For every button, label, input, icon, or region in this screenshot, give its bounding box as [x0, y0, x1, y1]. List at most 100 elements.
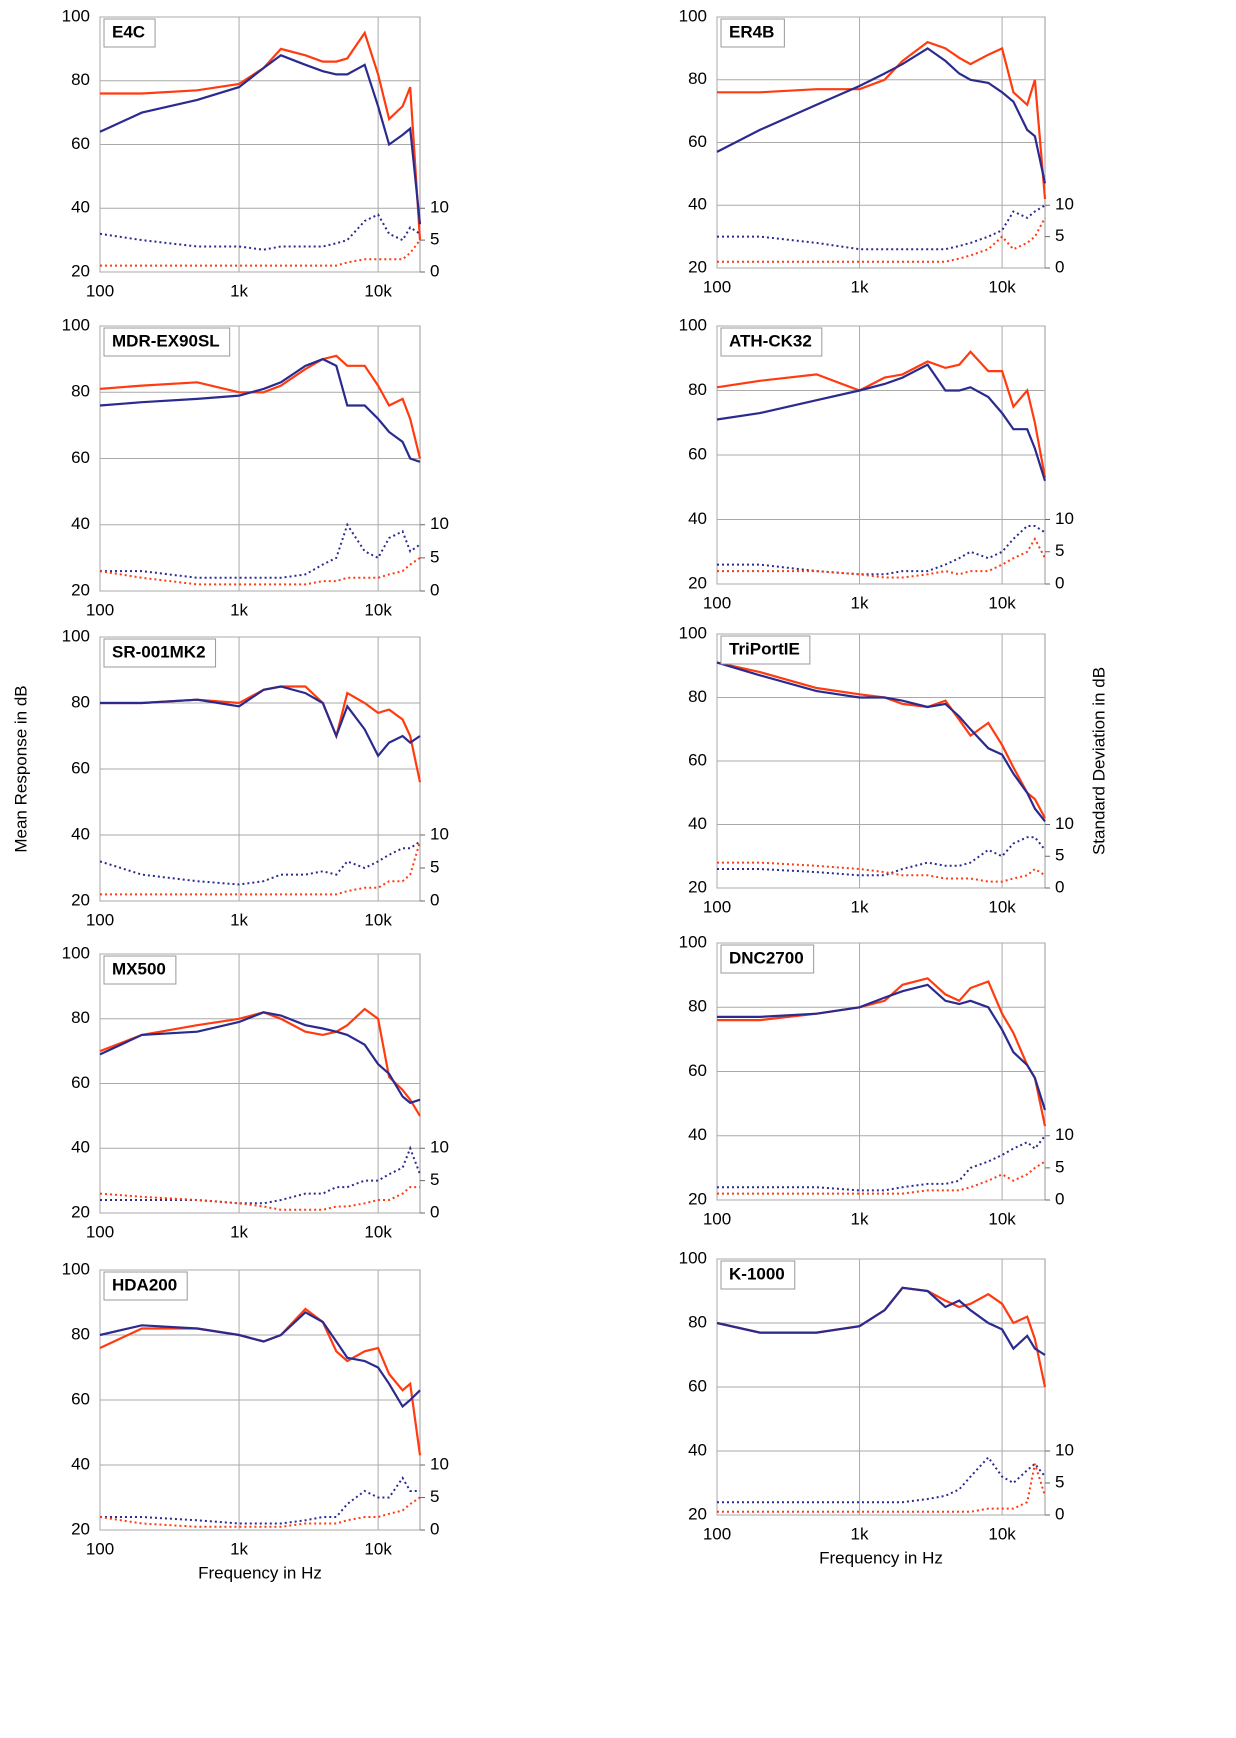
- series-line: [100, 239, 421, 267]
- y2-axis-label: Standard Deviation in dB: [1089, 667, 1108, 855]
- y-tick-label: 100: [62, 315, 90, 334]
- panel: 20 40 60 80 100 100 1k 10k 0 5 10 E4C: [62, 6, 449, 300]
- y-tick-label: 40: [71, 198, 90, 217]
- y-tick-label: 40: [688, 509, 707, 528]
- series-line: [99, 357, 421, 463]
- x-tick-label: 100: [86, 910, 114, 929]
- y-tick-label: 100: [62, 1259, 90, 1278]
- y-tick-label: 80: [688, 1312, 707, 1331]
- y2-tick-label: 10: [430, 1138, 449, 1157]
- y-tick-label: 80: [71, 1008, 90, 1027]
- title-box: [103, 18, 156, 48]
- y-tick-label: 20: [688, 877, 707, 896]
- x-tick-label: 1k: [230, 281, 248, 300]
- y2-tick-label: 10: [430, 198, 449, 217]
- y-tick-label: 80: [688, 69, 707, 88]
- y-tick-label: 20: [688, 573, 707, 592]
- y-tick-label: 100: [62, 943, 90, 962]
- series-line: [717, 40, 1047, 200]
- y-tick-label: 40: [688, 814, 707, 833]
- y-tick-label: 20: [688, 1189, 707, 1208]
- title-box: [103, 1271, 188, 1301]
- x-tick-label: 100: [703, 593, 731, 612]
- series-line: [717, 204, 1046, 251]
- y-tick-label: 40: [688, 195, 707, 214]
- series-line: [717, 1135, 1046, 1192]
- y2-tick-label: 0: [430, 890, 439, 909]
- y2-tick-label: 5: [430, 1170, 439, 1189]
- panel: 20 40 60 80 100 100 1k 10k 0 5 10 K-1000 Frequency i…: [679, 1248, 1074, 1567]
- y2-tick-label: 5: [430, 857, 439, 876]
- series-line: [717, 836, 1046, 877]
- y-tick-label: 60: [71, 1389, 90, 1408]
- series-line: [717, 217, 1046, 263]
- y2-tick-label: 5: [1055, 541, 1064, 560]
- y-tick-label: 40: [688, 1125, 707, 1144]
- y-tick-label: 60: [71, 448, 90, 467]
- panel-title: DNC2700: [729, 948, 804, 967]
- series-line: [716, 350, 1047, 478]
- y-tick-label: 40: [71, 1138, 90, 1157]
- x-tick-label: 100: [86, 1222, 114, 1241]
- x-tick-label: 100: [703, 277, 731, 296]
- x-tick-label: 1k: [851, 277, 869, 296]
- x-tick-label: 100: [86, 281, 114, 300]
- series-line: [99, 1496, 421, 1528]
- y-tick-label: 60: [71, 758, 90, 777]
- title-box: [720, 1260, 796, 1290]
- y-tick-label: 100: [62, 6, 90, 25]
- y-tick-label: 80: [688, 380, 707, 399]
- panel: 20 40 60 80 100 100 1k 10k 0 5 10 MX500: [62, 943, 449, 1241]
- x-tick-label: 10k: [364, 600, 392, 619]
- y2-tick-label: 0: [1055, 257, 1064, 276]
- panel: 20 40 60 80 100 100 1k 10k 0 5 10 SR-001MK2 Mean Res…: [11, 626, 448, 929]
- y-tick-label: 80: [71, 1324, 90, 1343]
- series-line: [716, 661, 1046, 822]
- series-line: [100, 1145, 421, 1205]
- y2-tick-label: 10: [1055, 509, 1074, 528]
- y-tick-label: 80: [688, 687, 707, 706]
- x-tick-label: 10k: [364, 910, 392, 929]
- y-tick-label: 60: [688, 444, 707, 463]
- series-line: [99, 354, 422, 459]
- y2-tick-label: 10: [430, 514, 449, 533]
- y2-tick-label: 5: [430, 547, 439, 566]
- y2-tick-label: 0: [430, 1519, 439, 1538]
- x-tick-label: 1k: [230, 910, 248, 929]
- y2-tick-label: 0: [1055, 877, 1064, 896]
- y-tick-label: 100: [679, 6, 707, 25]
- panel-title: ATH-CK32: [729, 331, 812, 350]
- y-tick-label: 60: [688, 132, 707, 151]
- panel: 20 40 60 80 100 100 1k 10k 0 5 10 MDR-EX90SL: [62, 315, 449, 619]
- series-line: [100, 30, 422, 241]
- x-tick-label: 1k: [851, 593, 869, 612]
- y2-tick-label: 5: [430, 230, 439, 249]
- y-tick-label: 80: [71, 382, 90, 401]
- series-line: [717, 1455, 1046, 1504]
- series-line: [717, 983, 1047, 1111]
- y2-tick-label: 0: [1055, 573, 1064, 592]
- series-line: [99, 54, 422, 225]
- panel-title: ER4B: [729, 22, 774, 41]
- x-tick-label: 10k: [364, 1222, 392, 1241]
- y2-tick-label: 0: [430, 580, 439, 599]
- y2-tick-label: 0: [1055, 1189, 1064, 1208]
- y-tick-label: 60: [71, 134, 90, 153]
- panel: 20 40 60 80 100 100 1k 10k 0 5 10 ER4B: [679, 6, 1074, 296]
- series-line: [100, 1476, 420, 1525]
- series-line: [716, 363, 1047, 482]
- series-line: [717, 1160, 1046, 1195]
- title-box: [720, 635, 811, 665]
- y2-tick-label: 10: [1055, 814, 1074, 833]
- title-box: [720, 18, 785, 48]
- y-tick-label: 100: [679, 1248, 707, 1267]
- y-tick-label: 40: [71, 1454, 90, 1473]
- panel-title: E4C: [112, 22, 145, 41]
- y-axis-label: Mean Response in dB: [11, 685, 30, 852]
- y-tick-label: 80: [71, 70, 90, 89]
- series-line: [99, 213, 421, 251]
- series-line: [99, 1011, 421, 1105]
- y-tick-label: 20: [71, 1202, 90, 1221]
- y-tick-label: 40: [688, 1440, 707, 1459]
